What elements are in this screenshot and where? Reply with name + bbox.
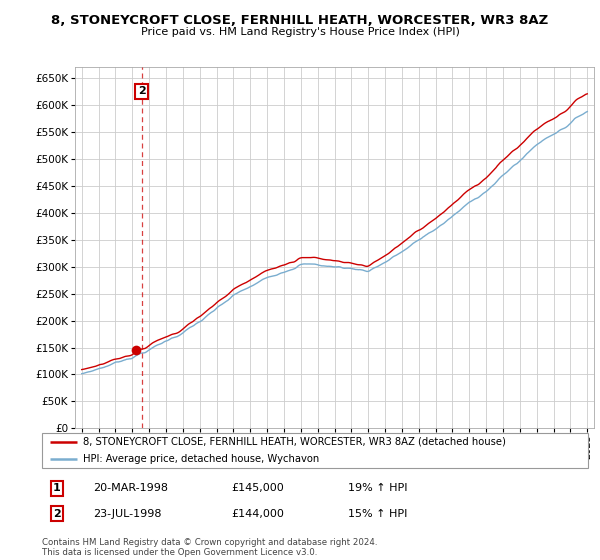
FancyBboxPatch shape [42, 433, 588, 468]
Text: 1: 1 [53, 483, 61, 493]
Text: £144,000: £144,000 [231, 508, 284, 519]
Text: 15% ↑ HPI: 15% ↑ HPI [348, 508, 407, 519]
Text: Price paid vs. HM Land Registry's House Price Index (HPI): Price paid vs. HM Land Registry's House … [140, 27, 460, 37]
Text: 8, STONEYCROFT CLOSE, FERNHILL HEATH, WORCESTER, WR3 8AZ (detached house): 8, STONEYCROFT CLOSE, FERNHILL HEATH, WO… [83, 437, 506, 447]
Text: 8, STONEYCROFT CLOSE, FERNHILL HEATH, WORCESTER, WR3 8AZ: 8, STONEYCROFT CLOSE, FERNHILL HEATH, WO… [52, 14, 548, 27]
Text: 2: 2 [138, 86, 146, 96]
Text: £145,000: £145,000 [231, 483, 284, 493]
Text: 23-JUL-1998: 23-JUL-1998 [93, 508, 161, 519]
Text: HPI: Average price, detached house, Wychavon: HPI: Average price, detached house, Wych… [83, 454, 319, 464]
Text: 20-MAR-1998: 20-MAR-1998 [93, 483, 168, 493]
Text: 2: 2 [53, 508, 61, 519]
Text: Contains HM Land Registry data © Crown copyright and database right 2024.
This d: Contains HM Land Registry data © Crown c… [42, 538, 377, 557]
Text: 19% ↑ HPI: 19% ↑ HPI [348, 483, 407, 493]
